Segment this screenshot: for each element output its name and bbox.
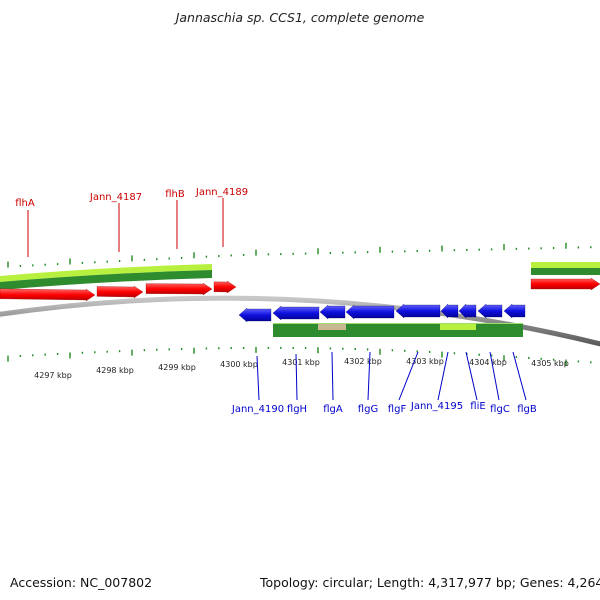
gene-label-jann-4187: Jann_4187 — [89, 192, 142, 203]
forward-gene-arrow — [145, 282, 213, 296]
reverse-gene-arrow — [272, 305, 320, 321]
kbp-label: 4301 kbp — [282, 358, 320, 367]
forward-gene-arrow — [530, 277, 600, 291]
genome-summary-text: Topology: circular; Length: 4,317,977 bp… — [260, 575, 600, 590]
gene-label-jann-4190: Jann_4190 — [231, 404, 284, 415]
reverse-gene-arrow — [503, 303, 526, 319]
page-title: Jannaschia sp. CCS1, complete genome — [175, 10, 425, 25]
reverse-gene-labels: Jann_4190 flgH flgA flgG flgF Jann_4195 … — [231, 351, 537, 415]
reverse-gene-arrow — [319, 304, 346, 320]
reverse-gene-arrow — [477, 303, 503, 319]
gene-label-jann-4195: Jann_4195 — [410, 401, 463, 412]
accession-text: Accession: NC_007802 — [10, 575, 153, 590]
forward-gene-arrow — [96, 285, 144, 299]
kbp-label: 4297 kbp — [34, 371, 72, 380]
kbp-label: 4300 kbp — [220, 360, 258, 369]
gene-label-flgB: flgB — [517, 404, 537, 415]
forward-gene-arrows — [0, 277, 600, 302]
gene-label-flgC: flgC — [490, 404, 510, 415]
gene-label-flgH: flgH — [287, 404, 307, 415]
forward-gene-labels: flhA Jann_4187 flhB Jann_4189 — [15, 187, 248, 257]
reverse-gene-arrow — [345, 304, 395, 320]
kbp-label: 4305 kbp — [531, 359, 569, 368]
gene-label-flhA: flhA — [15, 198, 35, 209]
kbp-label: 4298 kbp — [96, 366, 134, 375]
bottom-scale-ticks — [7, 346, 592, 366]
gene-label-flgA: flgA — [323, 404, 343, 415]
kbp-label: 4302 kbp — [344, 357, 382, 366]
kbp-label: 4303 kbp — [406, 357, 444, 366]
forward-feature-bands — [0, 262, 600, 290]
reverse-gene-arrows — [238, 303, 526, 323]
top-scale-ticks — [7, 242, 592, 268]
kbp-label: 4299 kbp — [158, 363, 196, 372]
gene-label-flgG: flgG — [358, 404, 378, 415]
gene-label-jann-4189: Jann_4189 — [195, 187, 248, 198]
reverse-gene-arrow — [440, 303, 459, 319]
reverse-gene-arrow — [458, 303, 477, 319]
forward-gene-arrow — [0, 288, 96, 302]
gene-label-flgF: flgF — [388, 404, 407, 415]
reverse-gene-arrow — [238, 307, 272, 323]
gene-label-fliE: fliE — [470, 401, 485, 412]
gene-label-flhB: flhB — [165, 189, 185, 200]
reverse-gene-arrow — [395, 303, 441, 319]
kbp-axis-labels: 4297 kbp 4298 kbp 4299 kbp 4300 kbp 4301… — [34, 357, 569, 380]
reverse-feature-bands — [273, 323, 523, 337]
genome-backbone — [0, 295, 600, 347]
forward-gene-arrow — [213, 280, 237, 294]
kbp-label: 4304 kbp — [469, 358, 507, 367]
